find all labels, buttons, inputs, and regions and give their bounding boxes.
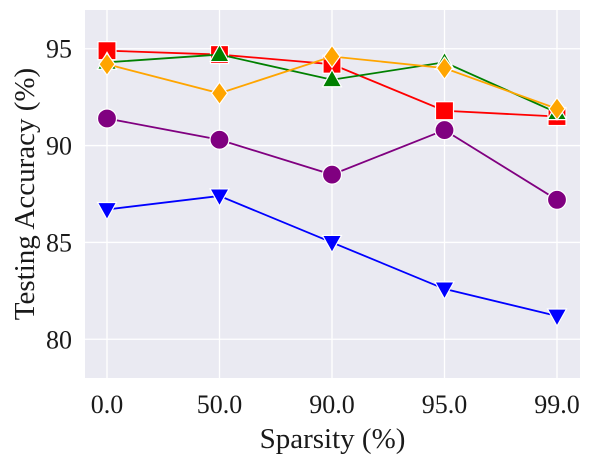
series-4 (96, 188, 568, 328)
x-tick-label: 50.0 (197, 390, 243, 419)
y-tick-label: 80 (46, 325, 72, 354)
data-point (208, 188, 231, 208)
data-point (321, 234, 343, 254)
y-axis-label: Testing Accuracy (%) (9, 68, 41, 320)
x-axis-label: Sparsity (%) (260, 423, 406, 455)
data-point (210, 81, 229, 106)
tick-labels: 0.0 50.0 90.0 95.0 99.0 80 85 90 95 (46, 35, 580, 419)
data-point (209, 129, 230, 150)
data-point (435, 56, 454, 81)
y-tick-label: 95 (46, 35, 72, 64)
data-point (208, 43, 231, 63)
data-point (433, 281, 456, 301)
data-point (321, 164, 343, 185)
y-tick-label: 90 (46, 132, 72, 161)
y-tick-label: 85 (46, 228, 72, 257)
data-point (434, 119, 455, 141)
x-tick-label: 95.0 (422, 390, 468, 419)
data-point (96, 108, 118, 129)
data-point (321, 68, 343, 88)
series-layer (96, 41, 568, 328)
x-tick-label: 99.0 (534, 390, 580, 419)
series-2 (98, 44, 566, 121)
x-tick-label: 90.0 (309, 390, 355, 419)
x-tick-label: 0.0 (91, 390, 124, 419)
data-point (546, 189, 568, 210)
data-point (548, 96, 566, 121)
data-point (323, 44, 341, 69)
data-point (98, 52, 116, 77)
series-3 (96, 108, 568, 210)
data-point (434, 101, 455, 121)
data-point (546, 308, 568, 328)
data-point (96, 201, 118, 221)
